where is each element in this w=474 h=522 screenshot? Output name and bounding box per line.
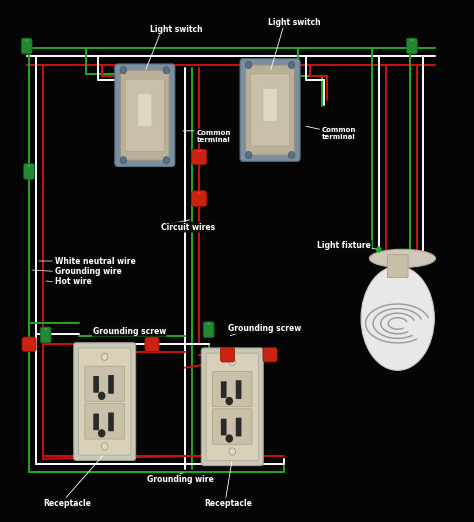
Ellipse shape <box>369 250 436 267</box>
FancyBboxPatch shape <box>203 322 214 338</box>
Text: Grounding screw: Grounding screw <box>228 324 301 333</box>
Ellipse shape <box>361 266 434 370</box>
Ellipse shape <box>44 328 47 330</box>
FancyBboxPatch shape <box>387 255 408 278</box>
FancyBboxPatch shape <box>108 375 114 394</box>
FancyBboxPatch shape <box>206 353 258 460</box>
Circle shape <box>226 434 233 443</box>
Text: Light switch: Light switch <box>268 18 320 27</box>
FancyBboxPatch shape <box>263 348 277 362</box>
Circle shape <box>163 66 170 74</box>
FancyBboxPatch shape <box>85 366 125 401</box>
Circle shape <box>245 62 252 68</box>
Circle shape <box>98 429 106 437</box>
Circle shape <box>98 392 106 400</box>
Circle shape <box>163 157 170 164</box>
FancyBboxPatch shape <box>93 413 99 430</box>
FancyBboxPatch shape <box>40 327 51 343</box>
Ellipse shape <box>197 150 201 152</box>
Text: Circuit wires: Circuit wires <box>161 223 216 232</box>
Ellipse shape <box>197 192 201 194</box>
FancyBboxPatch shape <box>85 404 125 439</box>
Circle shape <box>376 246 382 253</box>
Text: Grounding wire: Grounding wire <box>55 267 122 276</box>
Circle shape <box>229 359 236 365</box>
Text: Grounding screw: Grounding screw <box>93 327 166 336</box>
FancyBboxPatch shape <box>21 38 32 54</box>
FancyBboxPatch shape <box>22 337 36 352</box>
Ellipse shape <box>410 39 413 41</box>
Text: Grounding wire: Grounding wire <box>147 475 214 484</box>
Ellipse shape <box>27 164 30 167</box>
Text: Common
terminal: Common terminal <box>197 129 231 143</box>
FancyBboxPatch shape <box>221 419 227 435</box>
Circle shape <box>101 443 108 450</box>
Circle shape <box>288 151 295 159</box>
Text: Common
terminal: Common terminal <box>322 127 356 140</box>
FancyBboxPatch shape <box>191 191 207 206</box>
FancyBboxPatch shape <box>115 64 175 167</box>
FancyBboxPatch shape <box>406 38 417 54</box>
Ellipse shape <box>207 323 210 325</box>
FancyBboxPatch shape <box>78 348 131 455</box>
FancyBboxPatch shape <box>212 371 252 407</box>
FancyBboxPatch shape <box>240 59 300 161</box>
FancyBboxPatch shape <box>145 337 159 352</box>
FancyBboxPatch shape <box>138 93 152 127</box>
FancyBboxPatch shape <box>108 412 114 431</box>
Circle shape <box>226 397 233 405</box>
FancyBboxPatch shape <box>236 418 241 436</box>
Text: Light switch: Light switch <box>150 25 202 34</box>
FancyBboxPatch shape <box>250 74 290 146</box>
Circle shape <box>288 62 295 68</box>
Circle shape <box>101 353 108 360</box>
FancyBboxPatch shape <box>93 376 99 393</box>
Text: White neutral wire: White neutral wire <box>55 256 136 266</box>
FancyBboxPatch shape <box>125 79 164 151</box>
FancyBboxPatch shape <box>201 348 263 466</box>
FancyBboxPatch shape <box>220 348 235 362</box>
Circle shape <box>245 151 252 159</box>
FancyBboxPatch shape <box>191 149 207 164</box>
Circle shape <box>120 157 127 164</box>
FancyBboxPatch shape <box>74 343 136 460</box>
Circle shape <box>229 448 236 455</box>
FancyBboxPatch shape <box>263 88 277 122</box>
Text: Light fixture: Light fixture <box>318 241 371 250</box>
Ellipse shape <box>26 39 28 41</box>
Text: Receptacle: Receptacle <box>43 499 91 507</box>
FancyBboxPatch shape <box>24 163 35 180</box>
Text: Hot wire: Hot wire <box>55 277 92 287</box>
Circle shape <box>120 66 127 74</box>
FancyBboxPatch shape <box>120 70 169 160</box>
Text: Receptacle: Receptacle <box>204 499 252 507</box>
FancyBboxPatch shape <box>246 65 294 155</box>
FancyBboxPatch shape <box>236 380 241 399</box>
FancyBboxPatch shape <box>221 381 227 398</box>
FancyBboxPatch shape <box>212 409 252 444</box>
